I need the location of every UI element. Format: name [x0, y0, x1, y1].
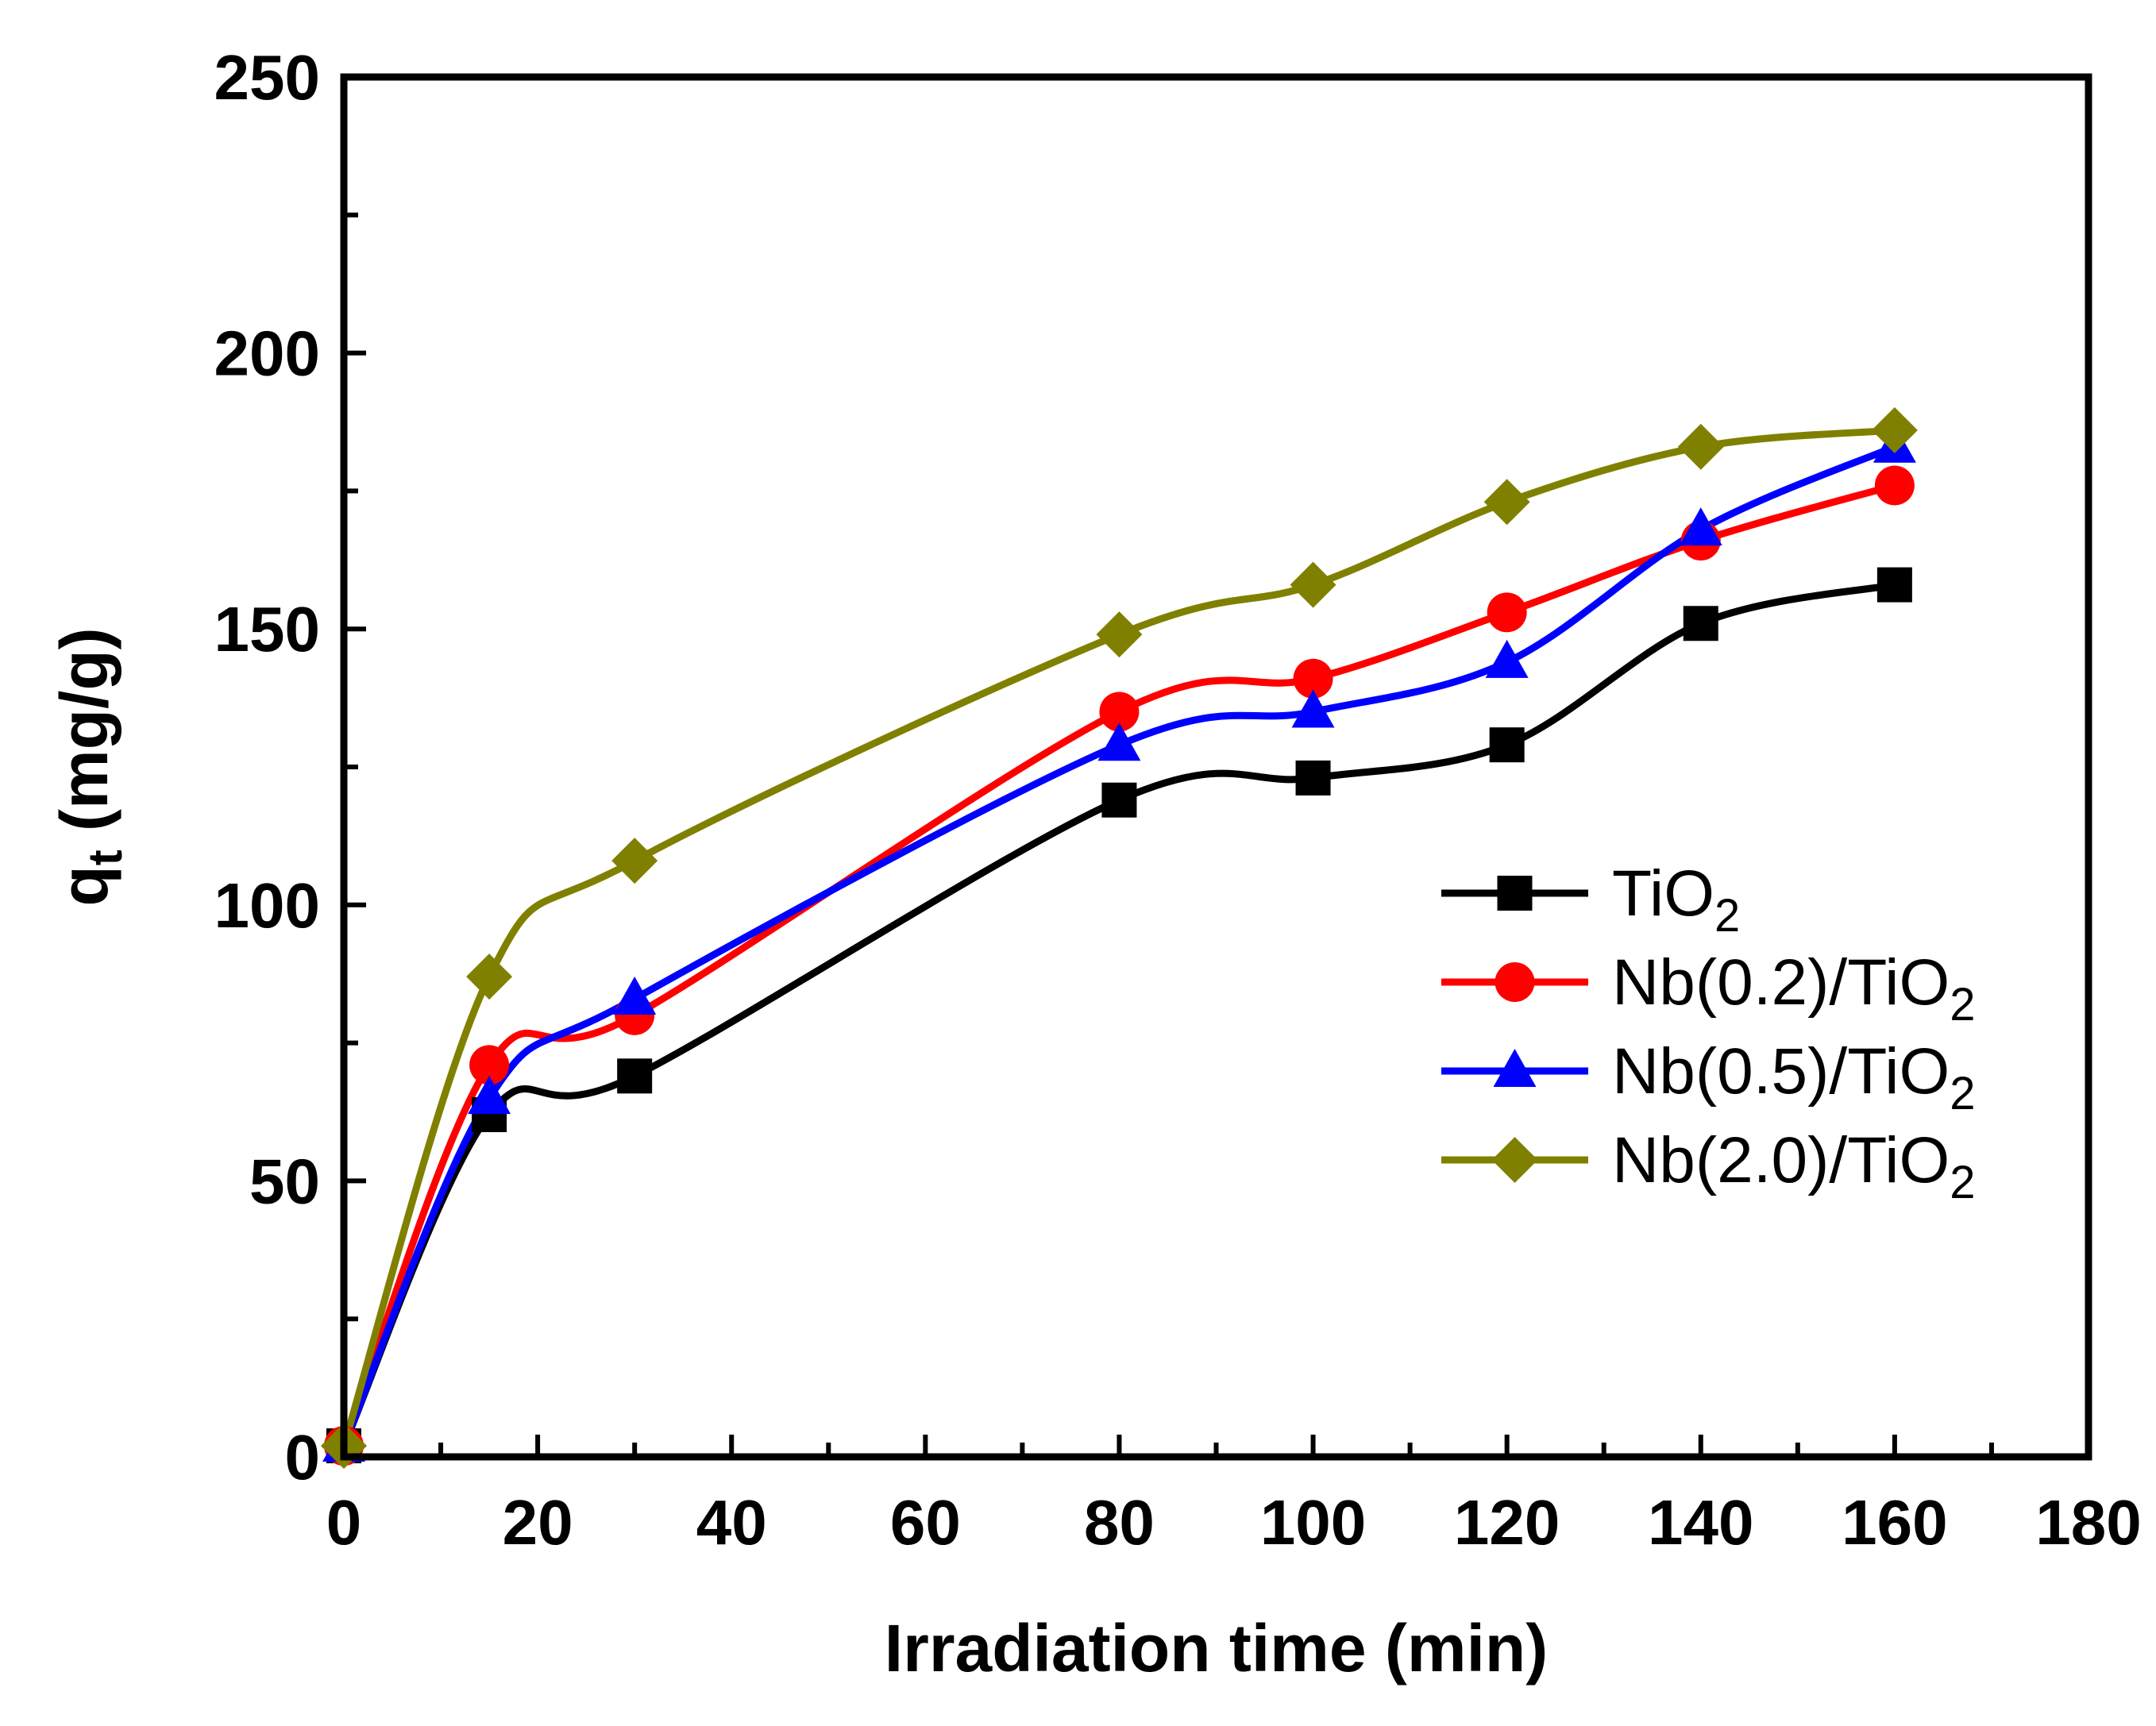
y-axis-title: qt (mg/g)	[47, 627, 132, 906]
x-tick-label: 180	[2035, 1487, 2141, 1558]
x-axis-title: Irradiation time (min)	[885, 1611, 1548, 1686]
axis-ticks	[341, 75, 2091, 1459]
legend-label-nb02: Nb(0.2)/TiO2	[1612, 946, 1976, 1031]
legend-label-main: Nb(2.0)/TiO	[1612, 1124, 1950, 1196]
legend-label-tio2: TiO2	[1612, 857, 1740, 942]
data-point-tio2	[617, 1058, 653, 1094]
tick-labels: 0 20 40 60 80 100 120 140 160 180 0 50 100 150 200 250	[214, 42, 2142, 1558]
x-tick-label: 160	[1842, 1487, 1947, 1558]
y-tick-label: 100	[214, 870, 320, 941]
y-axis-title-main: q	[47, 865, 121, 906]
x-tick-label: 60	[890, 1487, 961, 1558]
data-point-nb05	[1291, 689, 1335, 728]
legend-label-nb20: Nb(2.0)/TiO2	[1612, 1124, 1976, 1208]
data-point-nb05	[468, 1076, 511, 1115]
x-tick-label: 20	[503, 1487, 573, 1558]
legend-label-sub: 2	[1950, 1068, 1975, 1119]
plot-frame	[340, 73, 2092, 1461]
data-point-nb20	[1483, 479, 1530, 526]
series-markers	[321, 406, 1918, 1470]
data-point-tio2	[1295, 760, 1331, 796]
data-point-nb05	[1097, 722, 1141, 761]
data-point-tio2	[1489, 727, 1525, 763]
legend-label-sub: 2	[1714, 890, 1740, 942]
legend-label-sub: 2	[1950, 979, 1975, 1031]
y-tick-label: 0	[285, 1422, 321, 1493]
x-tick-label: 40	[696, 1487, 767, 1558]
x-tick-label: 140	[1648, 1487, 1753, 1558]
x-tick-label: 80	[1084, 1487, 1155, 1558]
data-point-nb20	[1677, 423, 1724, 470]
legend-label-main: Nb(0.5)/TiO	[1612, 1035, 1950, 1108]
legend-label-main: Nb(0.2)/TiO	[1612, 946, 1950, 1019]
x-tick-label: 0	[326, 1487, 362, 1558]
legend-marker-nb20	[1491, 1137, 1538, 1183]
data-point-nb02	[1293, 658, 1333, 699]
data-point-nb20	[1290, 561, 1336, 608]
legend-label-nb05: Nb(0.5)/TiO2	[1612, 1035, 1976, 1119]
legend-marker-nb05	[1493, 1049, 1537, 1087]
legend-label-sub: 2	[1950, 1157, 1975, 1208]
y-axis-title-unit: (mg/g)	[47, 627, 121, 850]
data-point-nb20	[611, 838, 658, 884]
data-point-tio2	[1683, 606, 1718, 641]
data-point-nb02	[1874, 465, 1915, 506]
series-line-nb20	[340, 426, 1899, 1450]
data-point-nb02	[1487, 592, 1527, 633]
data-point-nb02	[469, 1045, 510, 1085]
data-point-nb05	[1485, 639, 1529, 678]
legend-label-main: TiO	[1612, 857, 1714, 930]
series-lines	[340, 426, 1899, 1450]
data-point-tio2	[1101, 782, 1137, 818]
data-point-nb20	[1871, 406, 1918, 453]
data-point-nb05	[613, 976, 657, 1015]
data-point-nb20	[466, 954, 513, 1000]
legend-marker-tio2	[1497, 876, 1533, 911]
legend-marker-nb02	[1495, 962, 1535, 1002]
data-point-tio2	[1876, 567, 1912, 603]
y-tick-label: 50	[249, 1146, 320, 1216]
y-tick-label: 150	[214, 594, 320, 665]
data-point-nb20	[1096, 611, 1143, 658]
data-point-nb05	[1679, 507, 1722, 546]
y-tick-label: 250	[214, 42, 320, 113]
y-tick-label: 200	[214, 318, 320, 389]
x-tick-label: 120	[1454, 1487, 1560, 1558]
y-axis-title-sub: t	[79, 850, 132, 865]
data-point-nb02	[1099, 692, 1140, 732]
x-tick-label: 100	[1260, 1487, 1366, 1558]
